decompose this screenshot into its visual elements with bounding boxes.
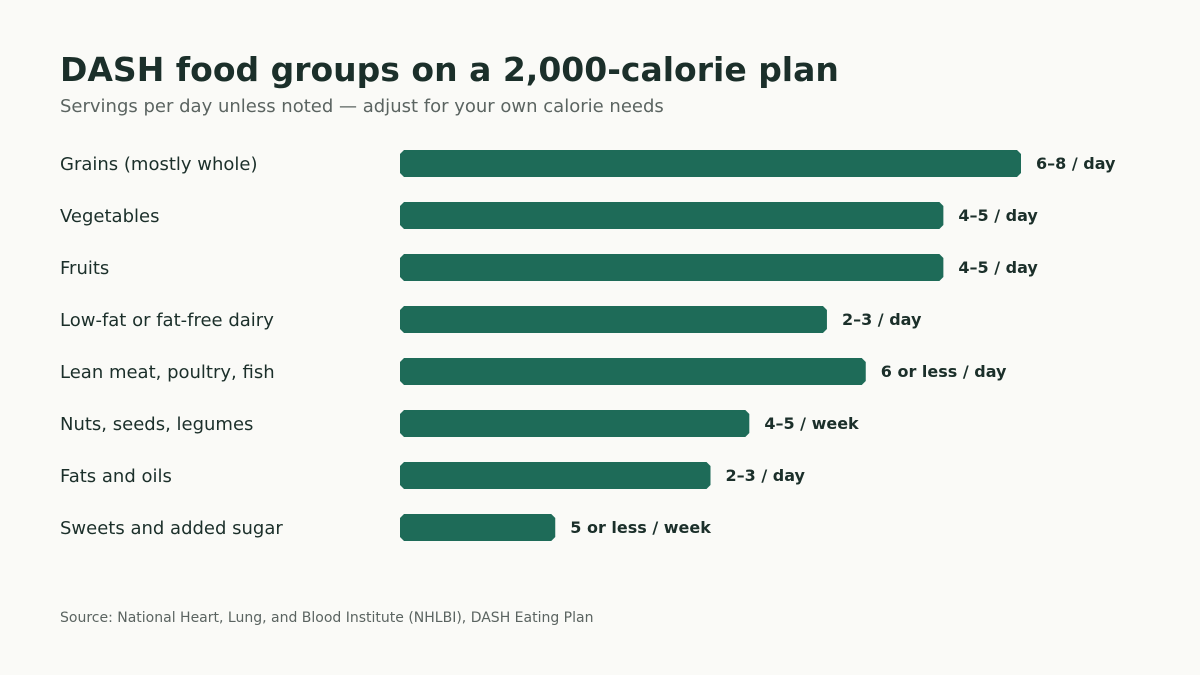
category-label-fats-and-oils: Fats and oils bbox=[60, 466, 172, 487]
bar-fats-and-oils bbox=[400, 462, 711, 489]
value-label-nuts-seeds-legumes: 4–5 / week bbox=[764, 414, 859, 433]
category-label-nuts-seeds-legumes: Nuts, seeds, legumes bbox=[60, 414, 253, 435]
bar-nuts-seeds-legumes bbox=[400, 410, 750, 437]
category-label-grains-mostly-whole: Grains (mostly whole) bbox=[60, 154, 258, 175]
bar-low-fat-or-fat-free-dairy bbox=[400, 306, 827, 333]
value-label-sweets-and-added-sugar: 5 or less / week bbox=[570, 518, 711, 537]
bar-vegetables bbox=[400, 202, 944, 229]
chart-title: DASH food groups on a 2,000-calorie plan bbox=[60, 50, 839, 89]
category-label-vegetables: Vegetables bbox=[60, 206, 159, 227]
value-label-grains-mostly-whole: 6–8 / day bbox=[1036, 154, 1116, 173]
bar-lean-meat-poultry-fish bbox=[400, 358, 866, 385]
category-label-fruits: Fruits bbox=[60, 258, 109, 279]
source-note: Source: National Heart, Lung, and Blood … bbox=[60, 610, 594, 626]
chart-subtitle: Servings per day unless noted — adjust f… bbox=[60, 96, 664, 117]
category-label-sweets-and-added-sugar: Sweets and added sugar bbox=[60, 518, 283, 539]
value-label-fats-and-oils: 2–3 / day bbox=[726, 466, 806, 485]
value-label-fruits: 4–5 / day bbox=[958, 258, 1038, 277]
bar-sweets-and-added-sugar bbox=[400, 514, 556, 541]
bar-fruits bbox=[400, 254, 944, 281]
value-label-vegetables: 4–5 / day bbox=[958, 206, 1038, 225]
category-label-lean-meat-poultry-fish: Lean meat, poultry, fish bbox=[60, 362, 275, 383]
value-label-lean-meat-poultry-fish: 6 or less / day bbox=[881, 362, 1007, 381]
value-label-low-fat-or-fat-free-dairy: 2–3 / day bbox=[842, 310, 922, 329]
category-label-low-fat-or-fat-free-dairy: Low-fat or fat-free dairy bbox=[60, 310, 274, 331]
bar-grains-mostly-whole bbox=[400, 150, 1021, 177]
